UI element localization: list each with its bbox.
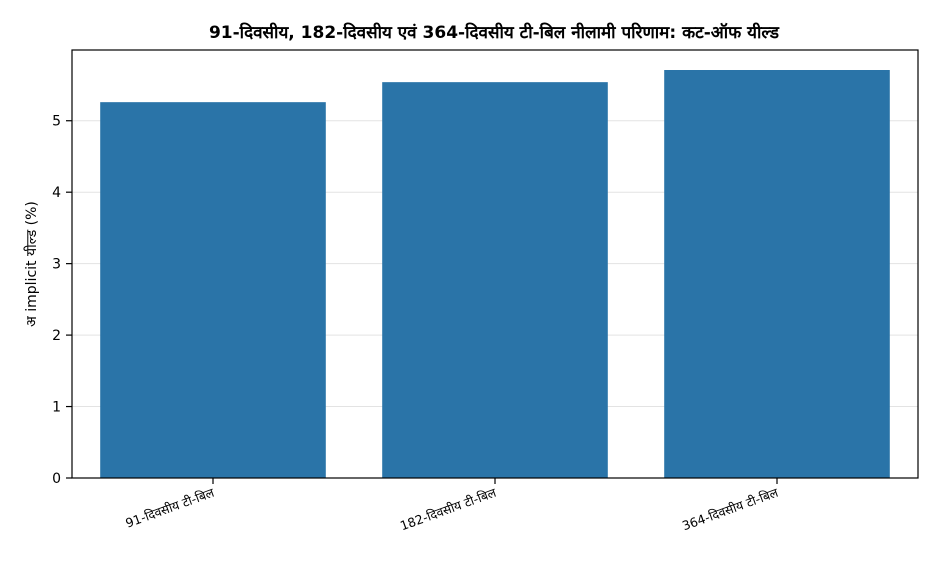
y-tick-label: 1 [52,400,61,416]
x-tick-label: 364-दिवसीय टी-बिल [680,485,781,534]
bars [100,70,890,478]
y-tick-label: 4 [52,185,61,201]
y-tick-label: 2 [52,328,61,344]
bar [382,82,608,478]
y-tick-label: 0 [52,471,61,487]
x-axis: 91-दिवसीय टी-बिल 182-दिवसीय टी-बिल 364-दिव… [123,478,781,534]
bar [100,102,326,478]
y-axis-label: अ implicit यील्ड (%) [23,201,40,327]
y-tick-label: 3 [52,257,61,273]
x-tick-label: 182-दिवसीय टी-बिल [398,485,499,534]
y-axis: 0 1 2 3 4 5 [52,114,72,487]
chart-title: 91-दिवसीय, 182-दिवसीय एवं 364-दिवसीय टी-… [209,22,780,43]
bar [664,70,890,478]
y-tick-label: 5 [52,114,61,130]
x-tick-label: 91-दिवसीय टी-बिल [123,485,216,531]
